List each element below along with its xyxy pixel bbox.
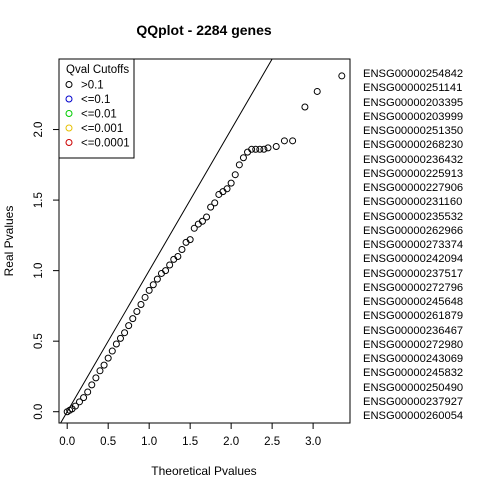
data-point [167,262,173,268]
gene-id: ENSG00000227906 [363,181,480,195]
data-point [89,382,95,388]
data-point [85,389,91,395]
gene-list: ENSG00000254842 ENSG00000251141 ENSG000002… [363,67,480,423]
data-point [105,355,111,361]
gene-id: ENSG00000251141 [363,81,480,95]
data-point [273,143,279,149]
legend: Qval Cutoffs >0.1 <=0.1 <=0.01 <=0.001 <=0.0… [59,59,134,158]
y-tick-label: 2.0 [33,122,45,138]
data-point [290,138,296,144]
legend-label: >0.1 [81,80,104,92]
gene-id: ENSG00000250490 [363,381,480,395]
gene-id: ENSG00000231160 [363,195,480,209]
gene-id: ENSG00000254842 [363,67,480,81]
data-point [314,88,320,94]
x-tick-label: 2.5 [264,436,280,448]
x-tick-label: 1.5 [182,436,198,448]
data-point [261,146,267,152]
legend-label: <=0.001 [81,123,123,135]
y-tick-label: 1.5 [33,192,45,208]
data-point [212,200,218,206]
data-point [204,214,210,220]
gene-id: ENSG00000243069 [363,352,480,366]
x-tick-label: 0.5 [100,436,116,448]
gene-id: ENSG00000262966 [363,224,480,238]
data-point [122,330,128,336]
data-point [302,104,308,110]
gene-id: ENSG00000273374 [363,238,480,252]
data-point [117,335,123,341]
gene-id: ENSG00000236467 [363,324,480,338]
legend-title: Qval Cutoffs [66,64,129,76]
data-point [142,294,148,300]
y-tick-label: 0.0 [33,404,45,420]
legend-label: <=0.01 [81,109,117,121]
gene-id: ENSG00000237517 [363,267,480,281]
data-point [150,282,156,288]
gene-id: ENSG00000272796 [363,281,480,295]
data-point [179,246,185,252]
y-tick-label: 0.5 [33,333,45,349]
data-point [240,155,246,161]
data-point [138,301,144,307]
data-point [339,73,345,79]
gene-id: ENSG00000260054 [363,409,480,423]
gene-id: ENSG00000203395 [363,96,480,110]
data-point [134,309,140,315]
data-point [281,138,287,144]
x-tick-label: 1.0 [141,436,157,448]
data-point [228,180,234,186]
gene-id: ENSG00000245648 [363,295,480,309]
data-point [154,276,160,282]
gene-id: ENSG00000237927 [363,395,480,409]
x-axis-label: Theoretical Pvalues [151,464,256,478]
data-point [130,316,136,322]
gene-id: ENSG00000251350 [363,124,480,138]
data-point [265,145,271,151]
gene-id: ENSG00000272980 [363,338,480,352]
y-tick-label: 1.0 [33,263,45,279]
data-point [113,341,119,347]
gene-id: ENSG00000235532 [363,210,480,224]
x-tick-label: 0.0 [59,436,75,448]
gene-id: ENSG00000242094 [363,252,480,266]
data-point [232,172,238,178]
legend-label: <=0.0001 [81,138,130,150]
legend-label: <=0.1 [81,94,110,106]
data-point [109,348,115,354]
gene-id: ENSG00000236432 [363,153,480,167]
x-tick-label: 2.0 [223,436,239,448]
data-point [101,362,107,368]
y-axis-label: Real Pvalues [2,206,16,277]
gene-id: ENSG00000245832 [363,366,480,380]
data-point [126,323,132,329]
data-point [93,375,99,381]
gene-id: ENSG00000261879 [363,309,480,323]
x-tick-label: 3.0 [305,436,321,448]
chart-title: QQplot - 2284 genes [136,22,272,38]
gene-id: ENSG00000203999 [363,110,480,124]
data-point [97,368,103,374]
data-point [236,162,242,168]
data-point [146,287,152,293]
gene-id: ENSG00000225913 [363,167,480,181]
data-point [81,395,87,401]
gene-id: ENSG00000268230 [363,138,480,152]
